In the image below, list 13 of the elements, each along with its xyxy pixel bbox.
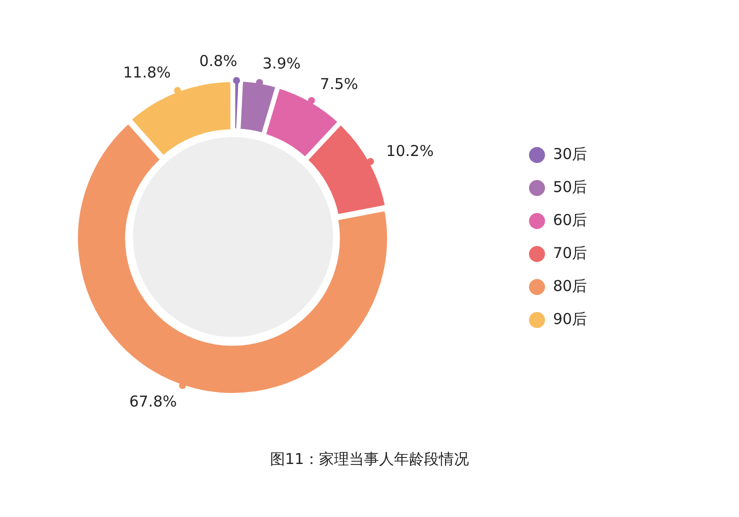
legend-label: 30后 [553,145,588,164]
legend-label: 80后 [553,277,588,296]
legend-label: 90后 [553,310,588,329]
data-label: 67.8% [129,392,177,411]
data-label: 7.5% [320,75,358,94]
legend-label: 60后 [553,211,588,230]
legend-label: 50后 [553,178,588,197]
data-label: 0.8% [199,52,238,70]
legend-label: 70后 [553,244,588,263]
data-label: 10.2% [386,142,434,160]
data-label: 11.8% [123,63,171,82]
text: 图11：家理当事人年龄段情况 [268,450,470,469]
data-label: 3.9% [262,54,301,72]
